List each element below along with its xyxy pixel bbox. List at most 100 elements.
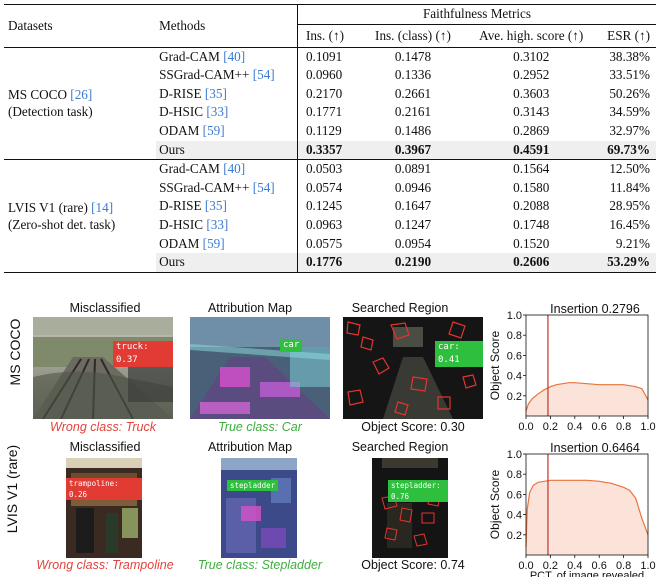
method-cell: SSGrad-CAM++ [54]: [159, 67, 275, 83]
header-datasets: Datasets: [4, 4, 157, 48]
x-tick-label: 1.0: [640, 560, 655, 572]
header-ave-high-score: Ave. high. score (↑): [479, 27, 584, 43]
value-cell: 0.1564: [463, 159, 599, 179]
method-cell: Grad-CAM [40]: [156, 159, 298, 179]
value-cell: 0.2661: [394, 85, 432, 101]
citation-link[interactable]: [33]: [206, 104, 229, 120]
citation-link[interactable]: [40]: [223, 161, 246, 177]
header-ins: Ins. (↑): [296, 24, 363, 48]
dataset-cell-lvis: LVIS V1 (rare) [14] (Zero-shot det. task…: [4, 159, 157, 273]
dataset-name: LVIS V1 (rare): [8, 199, 92, 215]
table-row: ODAM [59] 0.0575 0.0954 0.1520 9.21%: [4, 234, 656, 254]
header-ins-class: Ins. (class) (↑): [375, 27, 451, 43]
method-cell: Grad-CAM [40]: [156, 46, 298, 67]
insertion-area: [526, 480, 648, 555]
citation-link[interactable]: [54]: [252, 67, 275, 83]
y-axis-label: Object Score: [488, 469, 502, 539]
value-cell: 0.1245: [296, 197, 363, 216]
value-cell: 0.3357: [296, 140, 363, 160]
value-cell: 0.1776: [296, 253, 363, 273]
x-tick-label: 0.0: [518, 421, 533, 433]
citation-link[interactable]: [59]: [202, 235, 225, 251]
detection-label-car-score: car: 0.41: [435, 341, 483, 367]
caption-wrong-class: Wrong class: Trampoline: [36, 558, 174, 572]
value-cell: 0.1520: [513, 235, 550, 251]
citation-link[interactable]: [40]: [223, 48, 246, 64]
value-cell: 9.21%: [615, 235, 650, 251]
x-tick-label: 0.0: [518, 560, 533, 572]
caption-true-class: True class: Car: [218, 420, 302, 434]
value-cell: 0.2606: [463, 253, 599, 273]
header-esr: ESR (↑): [607, 27, 650, 43]
citation-link[interactable]: [35]: [204, 85, 227, 101]
caption-object-score: Object Score: 0.30: [361, 420, 465, 434]
attribution-heatmap-image: [221, 458, 297, 558]
y-tick-label: 0.4: [507, 371, 522, 383]
value-cell: 32.97%: [609, 122, 650, 138]
value-cell: 0.2161: [394, 104, 432, 120]
value-cell: 34.59%: [609, 104, 650, 120]
y-tick-label: 0.8: [507, 330, 522, 342]
detection-label-trampoline: trampoline: 0.26: [66, 478, 142, 500]
value-cell: 53.29%: [598, 253, 656, 273]
value-cell: 11.84%: [609, 179, 650, 195]
searched-region-image: [372, 458, 448, 558]
citation-link[interactable]: [33]: [206, 216, 229, 232]
method-cell: SSGrad-CAM++ [54]: [159, 179, 275, 195]
value-cell: 0.0574: [296, 178, 363, 198]
y-tick-label: 0.6: [507, 350, 522, 362]
value-cell: 28.95%: [609, 198, 650, 214]
panel-title-searched: Searched Region: [351, 440, 449, 454]
panel-title-searched: Searched Region: [351, 301, 449, 315]
x-tick-label: 0.2: [543, 560, 558, 572]
attribution-map-coco: car: [190, 317, 330, 419]
citation-link[interactable]: [54]: [252, 179, 275, 195]
plot-frame: [525, 453, 649, 556]
plot-title: Insertion 0.6464: [550, 441, 640, 455]
value-cell: 0.1129: [296, 121, 363, 141]
value-cell: 0.2190: [362, 253, 464, 273]
citation-link[interactable]: [59]: [202, 122, 225, 138]
value-cell: 0.2088: [513, 198, 550, 214]
row-label-lvis: LVIS V1 (rare): [4, 444, 20, 534]
detection-label-car: car: [280, 339, 303, 352]
table-row: D-RISE [35] 0.1245 0.1647 0.2088 28.95%: [4, 197, 656, 216]
citation-link[interactable]: [14]: [91, 199, 114, 215]
table-row: MS COCO [26] (Detection task) Grad-CAM […: [4, 46, 656, 160]
insertion-curve: [525, 382, 649, 412]
y-tick-label: 1.0: [507, 449, 522, 461]
method-cell: D-RISE [35]: [159, 85, 227, 101]
value-cell: 0.1486: [394, 122, 432, 138]
header-methods: Methods: [156, 4, 298, 48]
header-row-2: Ins. (↑) Ins. (class) (↑) Ave. high. sco…: [4, 24, 656, 48]
x-tick-label: 0.4: [567, 421, 582, 433]
x-tick-label: 0.6: [592, 421, 607, 433]
qualitative-figure: MS COCO Misclassified Attribution Map Se…: [0, 296, 661, 577]
panel-title-attribution: Attribution Map: [207, 440, 293, 454]
y-tick-label: 0.6: [507, 489, 522, 501]
value-cell: 0.0891: [362, 159, 464, 179]
citation-link[interactable]: [26]: [70, 87, 93, 103]
x-tick-label: 0.6: [592, 560, 607, 572]
faithfulness-table: Datasets Methods Faithfulness Metrics In…: [4, 4, 656, 273]
header-faithfulness-group: Faithfulness Metrics: [296, 4, 656, 25]
insertion-area: [526, 382, 648, 416]
dataset-task: (Zero-shot det. task): [8, 216, 116, 232]
value-cell: 0.3102: [463, 46, 599, 67]
y-tick-label: 0.2: [507, 530, 522, 542]
table-row: SSGrad-CAM++ [54] 0.0574 0.0946 0.1580 1…: [4, 178, 656, 198]
value-cell: 0.4591: [463, 140, 599, 160]
plot-frame: [525, 314, 649, 417]
panel-title-misclassified: Misclassified: [69, 440, 141, 454]
value-cell: 0.3603: [513, 85, 550, 101]
citation-link[interactable]: [35]: [204, 198, 227, 214]
misclassified-image-lvis: trampoline: 0.26: [66, 458, 142, 558]
x-tick-label: 0.2: [543, 421, 558, 433]
value-cell: 16.45%: [609, 216, 650, 232]
plot-title: Insertion 0.2796: [550, 302, 640, 316]
dataset-cell-coco: MS COCO [26] (Detection task): [4, 46, 157, 160]
caption-wrong-class: Wrong class: Truck: [49, 420, 157, 434]
table-row-ours: Ours 0.1776 0.2190 0.2606 53.29%: [4, 253, 656, 273]
insertion-plot-lvis: Insertion 0.6464 0.2 0.4 0.6 0.8 1.0 0.0 0.2 0.4…: [488, 441, 656, 577]
value-cell: 0.3967: [362, 140, 464, 160]
